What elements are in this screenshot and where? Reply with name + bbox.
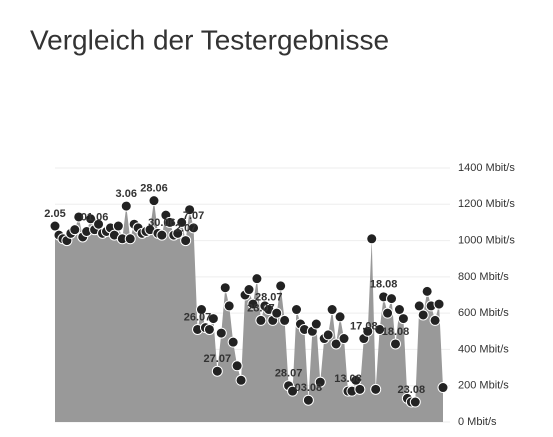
- point-label: 03.08: [295, 382, 323, 394]
- data-point: [437, 382, 449, 394]
- point-label: 28.07: [247, 302, 275, 314]
- data-point: [184, 204, 196, 216]
- data-point: [389, 338, 401, 350]
- data-point: [227, 336, 239, 348]
- data-point: [180, 235, 192, 247]
- data-point: [417, 309, 429, 321]
- data-point: [235, 374, 247, 386]
- data-point: [366, 233, 378, 245]
- chart-title: Vergleich der Testergebnisse: [30, 24, 389, 55]
- data-point: [176, 216, 188, 228]
- data-point: [85, 213, 97, 225]
- data-point: [334, 311, 346, 323]
- data-point: [124, 233, 136, 245]
- point-label: 28.07: [255, 291, 283, 303]
- data-point: [211, 365, 223, 377]
- data-point: [374, 323, 386, 335]
- data-point: [393, 304, 405, 316]
- data-point: [397, 313, 409, 325]
- data-point: [275, 280, 287, 292]
- data-point: [195, 304, 207, 316]
- point-label: 2.05: [44, 208, 65, 220]
- point-label: 28.07: [275, 368, 303, 380]
- data-point: [413, 300, 425, 312]
- data-point: [338, 333, 350, 345]
- data-point: [354, 383, 366, 395]
- point-label: 18.08: [370, 279, 398, 291]
- y-tick-label: 1400 Mbit/s: [458, 162, 515, 174]
- data-point: [223, 300, 235, 312]
- data-point: [386, 293, 398, 305]
- data-point: [255, 314, 267, 326]
- data-point: [370, 383, 382, 395]
- data-point: [251, 273, 263, 285]
- data-point: [330, 338, 342, 350]
- point-label: 17.08: [350, 320, 378, 332]
- point-label: 7.07: [183, 210, 204, 222]
- data-point: [188, 222, 200, 234]
- y-tick-label: 800 Mbit/s: [458, 271, 509, 283]
- data-point: [215, 327, 227, 339]
- data-point: [287, 385, 299, 397]
- data-point: [69, 224, 81, 236]
- y-tick-label: 1000 Mbit/s: [458, 234, 515, 246]
- data-point: [291, 304, 303, 316]
- data-point: [409, 396, 421, 408]
- data-point: [172, 227, 184, 239]
- data-point: [271, 307, 283, 319]
- point-label: 26.07: [184, 311, 212, 323]
- data-point: [429, 314, 441, 326]
- data-point: [112, 220, 124, 232]
- point-label: 18.08: [382, 326, 410, 338]
- data-point: [350, 374, 362, 386]
- point-label: 27.07: [204, 353, 232, 365]
- data-point: [93, 218, 105, 230]
- data-point: [73, 211, 85, 223]
- data-point: [302, 394, 314, 406]
- point-label: 23.08: [398, 384, 426, 396]
- y-tick-label: 200 Mbit/s: [458, 380, 509, 392]
- point-label: 30.06: [148, 217, 176, 229]
- point-label: 13.08: [334, 373, 362, 385]
- point-label: 28.06: [140, 183, 168, 195]
- data-point: [421, 285, 433, 297]
- y-tick-label: 400 Mbit/s: [458, 343, 509, 355]
- data-point: [433, 298, 445, 310]
- data-point: [156, 229, 168, 241]
- y-tick-label: 0 Mbit/s: [458, 416, 497, 428]
- data-point: [314, 376, 326, 388]
- data-point: [382, 307, 394, 319]
- data-point: [322, 329, 334, 341]
- point-label: 2.07: [175, 222, 196, 234]
- y-tick-label: 600 Mbit/s: [458, 307, 509, 319]
- data-point: [148, 195, 160, 207]
- data-point: [279, 314, 291, 326]
- data-point: [207, 313, 219, 325]
- data-point: [326, 304, 338, 316]
- data-point: [164, 216, 176, 228]
- data-point: [247, 298, 259, 310]
- data-point: [362, 325, 374, 337]
- data-point: [231, 360, 243, 372]
- y-tick-label: 1200 Mbit/s: [458, 198, 515, 210]
- point-label: 3.06: [116, 188, 137, 200]
- point-label: 01.06: [81, 212, 109, 224]
- area: [55, 200, 443, 422]
- data-point: [310, 318, 322, 330]
- data-point: [219, 282, 231, 294]
- data-point: [120, 200, 132, 212]
- data-point: [243, 284, 255, 296]
- data-point: [49, 220, 61, 232]
- data-point: [203, 323, 215, 335]
